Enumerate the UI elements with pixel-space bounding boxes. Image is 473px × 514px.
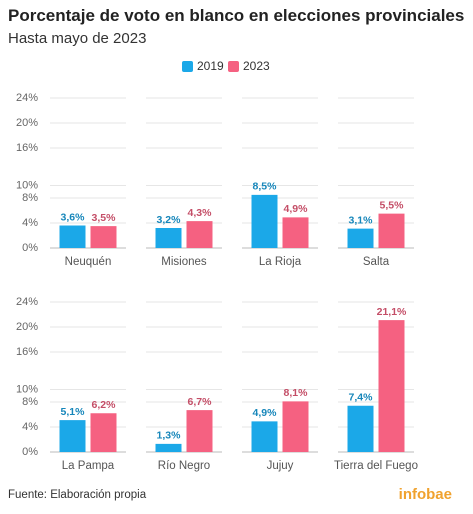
y-tick-label: 4% <box>22 217 38 229</box>
value-label: 4,9% <box>253 407 278 419</box>
value-label: 4,3% <box>188 207 213 219</box>
bar <box>186 221 213 248</box>
bar <box>378 320 405 452</box>
chart-title: Porcentaje de voto en blanco en eleccion… <box>8 6 464 25</box>
value-label: 3,1% <box>349 214 374 226</box>
y-tick-label: 0% <box>22 446 38 458</box>
x-tick-label: La Pampa <box>62 460 115 472</box>
x-tick-label: Neuquén <box>65 256 112 268</box>
value-label: 3,5% <box>92 212 117 224</box>
y-tick-label: 16% <box>16 346 38 358</box>
bar <box>90 226 117 248</box>
value-label: 3,2% <box>157 214 182 226</box>
bar <box>155 443 182 452</box>
y-tick-label: 10% <box>16 383 38 395</box>
x-tick-label: Río Negro <box>158 460 210 472</box>
y-tick-label: 10% <box>16 179 38 191</box>
y-tick-label: 16% <box>16 142 38 154</box>
value-label: 1,3% <box>157 430 182 442</box>
value-label: 5,1% <box>61 406 86 418</box>
y-tick-label: 20% <box>16 117 38 129</box>
bar <box>347 405 374 452</box>
bar <box>282 401 309 452</box>
bar <box>59 420 86 452</box>
bar <box>90 413 117 452</box>
chart-subtitle: Hasta mayo de 2023 <box>8 30 146 47</box>
x-tick-label: Tierra del Fuego <box>334 460 418 472</box>
value-label: 3,6% <box>61 211 86 223</box>
value-label: 8,1% <box>284 387 309 399</box>
bar <box>378 213 405 248</box>
bar <box>59 225 86 248</box>
bar <box>155 228 182 248</box>
value-label: 7,4% <box>349 392 374 404</box>
y-tick-label: 24% <box>16 296 38 308</box>
legend-label: 2023 <box>243 59 270 73</box>
value-label: 21,1% <box>377 306 407 318</box>
value-label: 4,9% <box>284 203 309 215</box>
bar <box>282 217 309 248</box>
source: Fuente: Elaboración propia <box>8 489 147 501</box>
value-label: 8,5% <box>253 181 278 193</box>
bar <box>347 228 374 248</box>
y-tick-label: 4% <box>22 421 38 433</box>
y-tick-label: 8% <box>22 192 38 204</box>
x-tick-label: Jujuy <box>267 460 294 472</box>
legend-swatch <box>228 61 239 72</box>
y-tick-label: 20% <box>16 321 38 333</box>
y-tick-label: 8% <box>22 396 38 408</box>
bar <box>251 194 278 248</box>
y-tick-label: 0% <box>22 242 38 254</box>
value-label: 6,7% <box>188 396 213 408</box>
x-tick-label: La Rioja <box>259 256 302 268</box>
x-tick-label: Salta <box>363 256 390 268</box>
value-label: 6,2% <box>92 399 117 411</box>
legend-label: 2019 <box>197 59 224 73</box>
x-tick-label: Misiones <box>161 256 207 268</box>
y-tick-label: 24% <box>16 92 38 104</box>
bar <box>251 421 278 452</box>
logo: infobae <box>399 486 452 503</box>
value-label: 5,5% <box>380 199 405 211</box>
legend-swatch <box>182 61 193 72</box>
bar <box>186 410 213 452</box>
